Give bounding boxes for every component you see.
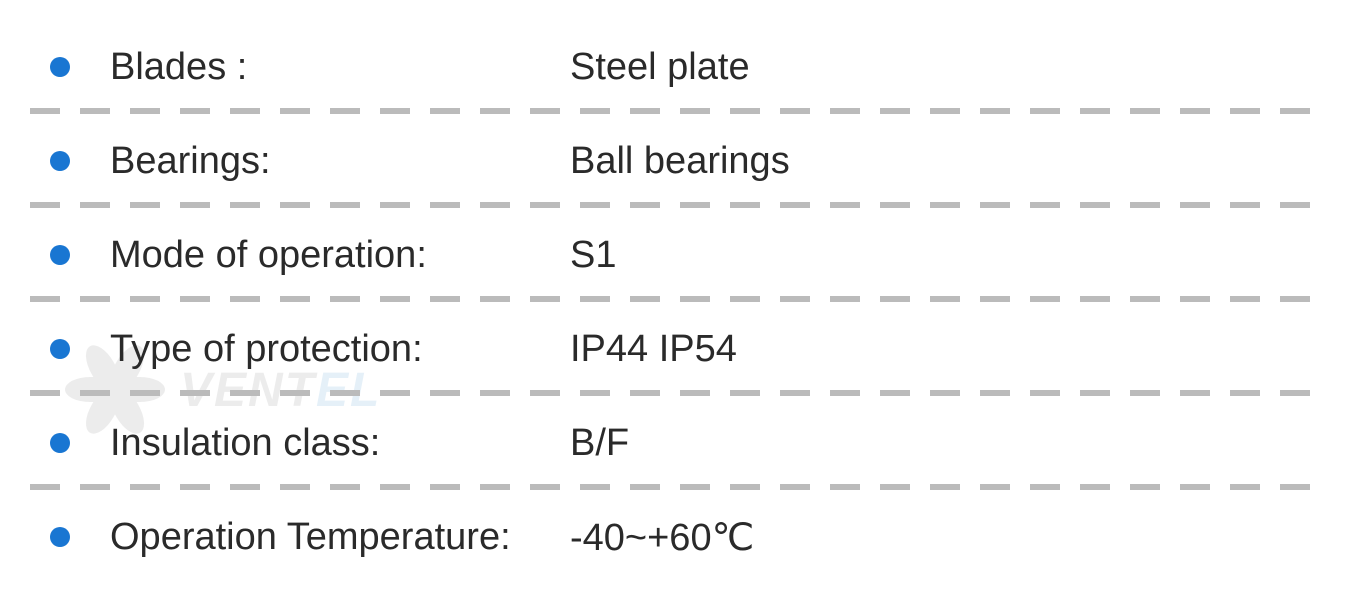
bullet-icon [50, 339, 70, 359]
spec-value: -40~+60℃ [570, 515, 754, 560]
spec-label: Bearings: [110, 140, 570, 183]
spec-row: Blades : Steel plate [30, 20, 1317, 114]
specifications-list: Blades : Steel plate Bearings: Ball bear… [30, 20, 1317, 584]
spec-row: Operation Temperature: -40~+60℃ [30, 490, 1317, 584]
bullet-icon [50, 245, 70, 265]
spec-label: Blades : [110, 46, 570, 89]
spec-label: Operation Temperature: [110, 516, 570, 559]
bullet-icon [50, 57, 70, 77]
bullet-icon [50, 433, 70, 453]
spec-label: Mode of operation: [110, 234, 570, 277]
spec-value: Steel plate [570, 46, 750, 89]
spec-row: Type of protection: IP44 IP54 [30, 302, 1317, 396]
bullet-icon [50, 527, 70, 547]
bullet-icon [50, 151, 70, 171]
spec-row: Bearings: Ball bearings [30, 114, 1317, 208]
spec-row: Insulation class: B/F [30, 396, 1317, 490]
spec-value: IP44 IP54 [570, 328, 737, 371]
spec-value: B/F [570, 422, 629, 465]
spec-value: S1 [570, 234, 616, 277]
spec-row: Mode of operation: S1 [30, 208, 1317, 302]
spec-label: Insulation class: [110, 422, 570, 465]
spec-label: Type of protection: [110, 328, 570, 371]
spec-value: Ball bearings [570, 140, 790, 183]
